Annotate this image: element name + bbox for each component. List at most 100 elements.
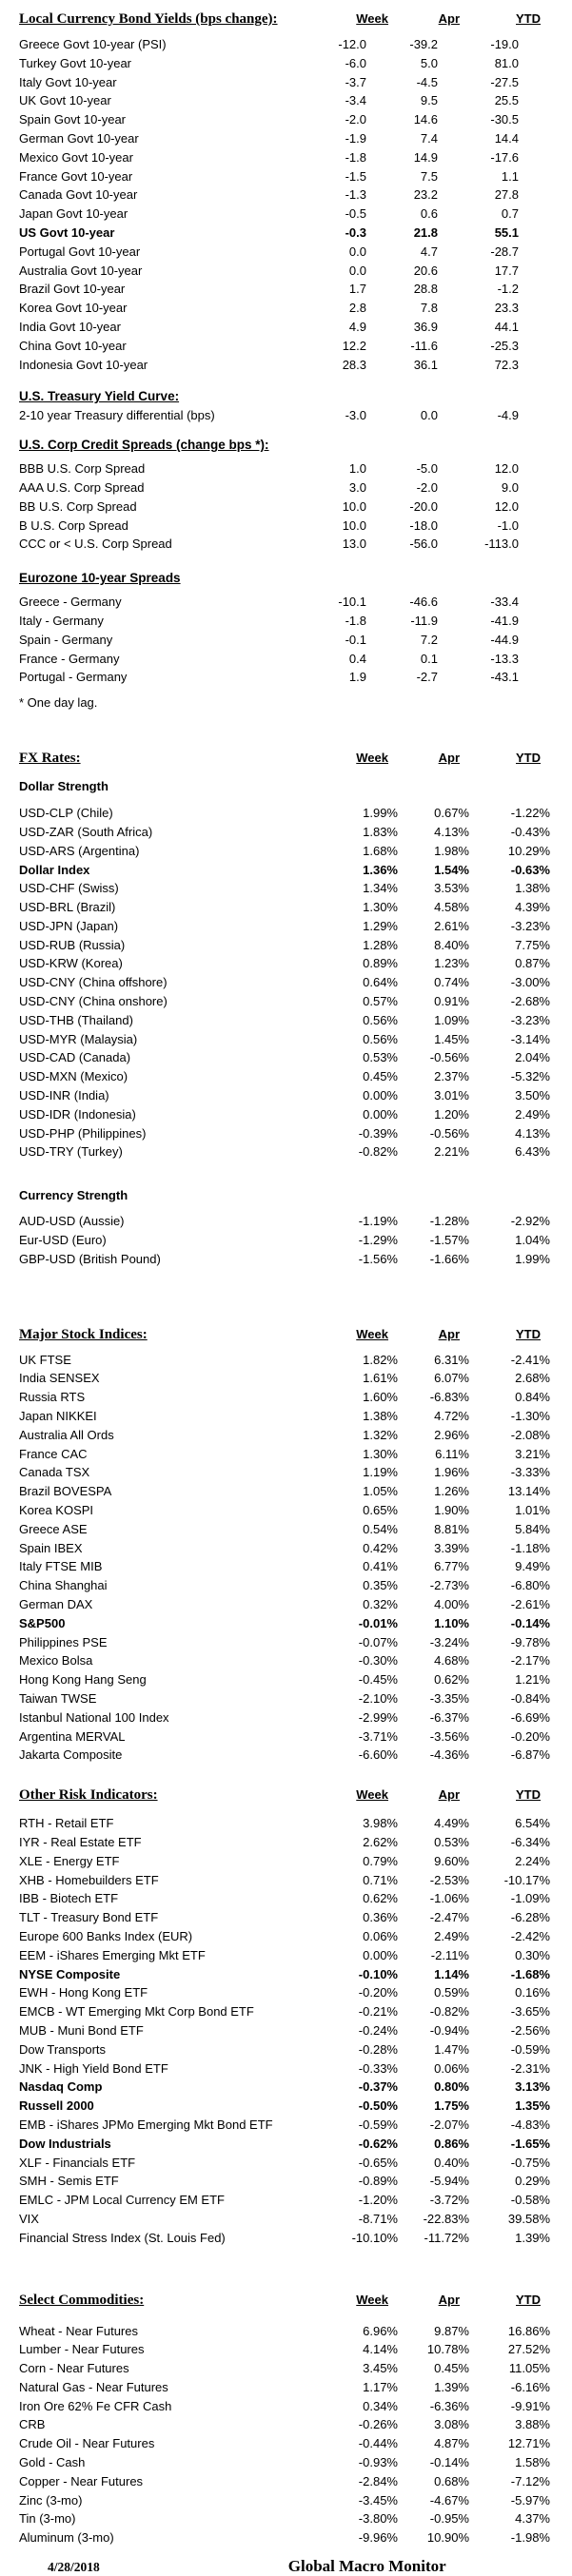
row-value-ytd: -19.0	[490, 37, 519, 51]
row-value-week: -3.4	[345, 93, 366, 108]
table-row: USD-BRL (Brazil) 1.30% 4.58% 4.39%	[19, 898, 550, 917]
row-label: Mexico Govt 10-year	[19, 149, 133, 165]
column-header-week: Week	[356, 1326, 388, 1341]
row-label: Turkey Govt 10-year	[19, 55, 132, 70]
table-row: B U.S. Corp Spread 10.0 -18.0 -1.0	[19, 517, 550, 536]
table-row: Jakarta Composite -6.60% -4.36% -6.87%	[19, 1746, 550, 1765]
row-value-apr: 6.31%	[434, 1352, 469, 1367]
table-row: Nasdaq Comp -0.37% 0.80% 3.13%	[19, 2078, 550, 2097]
row-value-week: -0.45%	[358, 1672, 398, 1688]
table-row: China Shanghai 0.35% -2.73% -6.80%	[19, 1576, 550, 1595]
row-value-apr: -46.6	[409, 595, 438, 610]
row-value-apr: -11.9	[410, 613, 438, 628]
row-value-ytd: -2.56%	[510, 2022, 550, 2038]
row-value-ytd: -13.3	[490, 651, 519, 666]
section-title: Eurozone 10-year Spreads	[19, 571, 181, 586]
row-value-ytd: -2.17%	[510, 1653, 550, 1669]
row-label: Iron Ore 62% Fe CFR Cash	[19, 2398, 172, 2413]
row-value-ytd: 3.50%	[515, 1088, 550, 1103]
row-label: XLF - Financials ETF	[19, 2155, 136, 2170]
column-header-apr: Apr	[438, 751, 460, 766]
row-value-ytd: -2.41%	[510, 1352, 550, 1367]
row-value-ytd: -9.91%	[510, 2398, 550, 2413]
row-value-ytd: -1.2	[497, 282, 519, 297]
row-value-ytd: -3.23%	[510, 918, 550, 933]
row-value-apr: 7.8	[420, 301, 438, 316]
row-label: Copper - Near Futures	[19, 2473, 144, 2488]
row-label: Greece - Germany	[19, 595, 122, 610]
section-title-row: U.S. Treasury Yield Curve:	[19, 387, 550, 406]
row-value-ytd: 1.99%	[515, 1251, 550, 1266]
row-value-ytd: -3.23%	[510, 1012, 550, 1027]
row-value-apr: -0.95%	[429, 2511, 469, 2527]
row-value-ytd: 3.21%	[515, 1446, 550, 1461]
table-row: XHB - Homebuilders ETF 0.71% -2.53% -10.17%	[19, 1871, 550, 1890]
column-header-ytd: YTD	[516, 751, 541, 766]
column-header-ytd: YTD	[516, 11, 541, 26]
row-value-week: -0.10%	[358, 1966, 398, 1981]
table-row: GBP-USD (British Pound) -1.56% -1.66% 1.99%	[19, 1250, 550, 1269]
row-value-week: -0.37%	[358, 2079, 398, 2095]
row-value-week: -1.20%	[358, 2193, 398, 2208]
table-row: USD-CNY (China onshore) 0.57% 0.91% -2.68%	[19, 992, 550, 1011]
row-value-apr: 1.10%	[434, 1615, 469, 1630]
row-value-ytd: -41.9	[490, 613, 519, 628]
row-value-ytd: 1.35%	[515, 2098, 550, 2114]
section-title-row: FX Rates: Week Apr YTD	[19, 749, 550, 768]
row-label: Mexico Bolsa	[19, 1653, 93, 1669]
column-header-ytd: YTD	[516, 1787, 541, 1803]
row-value-ytd: 17.7	[494, 263, 519, 278]
row-value-ytd: 7.75%	[515, 937, 550, 952]
row-value-week: -0.62%	[358, 2136, 398, 2151]
row-label: XLE - Energy ETF	[19, 1853, 120, 1868]
row-label: Greece ASE	[19, 1521, 88, 1536]
row-value-week: 4.14%	[363, 2342, 398, 2357]
row-value-ytd: 9.49%	[515, 1559, 550, 1574]
row-value-ytd: 1.39%	[515, 2230, 550, 2245]
table-row: VIX -8.71% -22.83% 39.58%	[19, 2210, 550, 2229]
row-value-apr: 3.08%	[434, 2417, 469, 2432]
section-title: Other Risk Indicators:	[19, 1787, 158, 1804]
row-value-week: 0.00%	[363, 1088, 398, 1103]
table-row: AUD-USD (Aussie) -1.19% -1.28% -2.92%	[19, 1212, 550, 1231]
table-row: Tin (3-mo) -3.80% -0.95% 4.37%	[19, 2509, 550, 2528]
row-value-apr: 9.60%	[434, 1853, 469, 1868]
row-value-ytd: -6.34%	[510, 1834, 550, 1849]
row-value-week: -1.8	[345, 613, 366, 628]
table-row: France CAC 1.30% 6.11% 3.21%	[19, 1445, 550, 1464]
column-header-ytd: YTD	[516, 1326, 541, 1341]
row-value-apr: 2.37%	[434, 1069, 469, 1084]
table-row: India SENSEX 1.61% 6.07% 2.68%	[19, 1369, 550, 1388]
row-value-apr: 10.90%	[426, 2530, 469, 2546]
row-value-apr: 8.81%	[434, 1521, 469, 1536]
table-row: Turkey Govt 10-year -6.0 5.0 81.0	[19, 54, 550, 73]
row-value-week: 0.56%	[363, 1012, 398, 1027]
row-value-week: 1.30%	[363, 900, 398, 915]
table-row: USD-THB (Thailand) 0.56% 1.09% -3.23%	[19, 1011, 550, 1030]
row-value-week: 0.0	[348, 263, 366, 278]
row-value-apr: 3.39%	[434, 1540, 469, 1555]
row-label: Wheat - Near Futures	[19, 2323, 138, 2338]
row-value-apr: 0.91%	[434, 994, 469, 1009]
row-label: Eur-USD (Euro)	[19, 1233, 107, 1248]
row-value-ytd: -5.32%	[510, 1069, 550, 1084]
row-value-apr: 4.87%	[434, 2436, 469, 2451]
row-value-ytd: 2.04%	[515, 1050, 550, 1065]
row-value-ytd: -3.00%	[510, 975, 550, 990]
row-value-ytd: 9.0	[501, 479, 519, 495]
table-row: BBB U.S. Corp Spread 1.0 -5.0 12.0	[19, 459, 550, 478]
row-label: China Govt 10-year	[19, 338, 127, 353]
table-row: Russell 2000 -0.50% 1.75% 1.35%	[19, 2097, 550, 2116]
row-value-ytd: 55.1	[494, 224, 519, 240]
row-label: Australia All Ords	[19, 1427, 114, 1442]
row-value-apr: -2.7	[416, 670, 438, 685]
row-value-ytd: -1.65%	[510, 2136, 550, 2151]
row-value-ytd: 3.13%	[515, 2079, 550, 2095]
section-title-row: Local Currency Bond Yields (bps change):…	[19, 10, 550, 29]
row-value-apr: -6.36%	[429, 2398, 469, 2413]
row-value-ytd: 0.87%	[515, 956, 550, 971]
section-title: Major Stock Indices:	[19, 1326, 148, 1342]
row-value-week: 10.0	[342, 517, 366, 533]
report-footer: 4/28/2018 Global Macro Monitor	[19, 2557, 550, 2576]
row-value-week: 0.41%	[363, 1559, 398, 1574]
